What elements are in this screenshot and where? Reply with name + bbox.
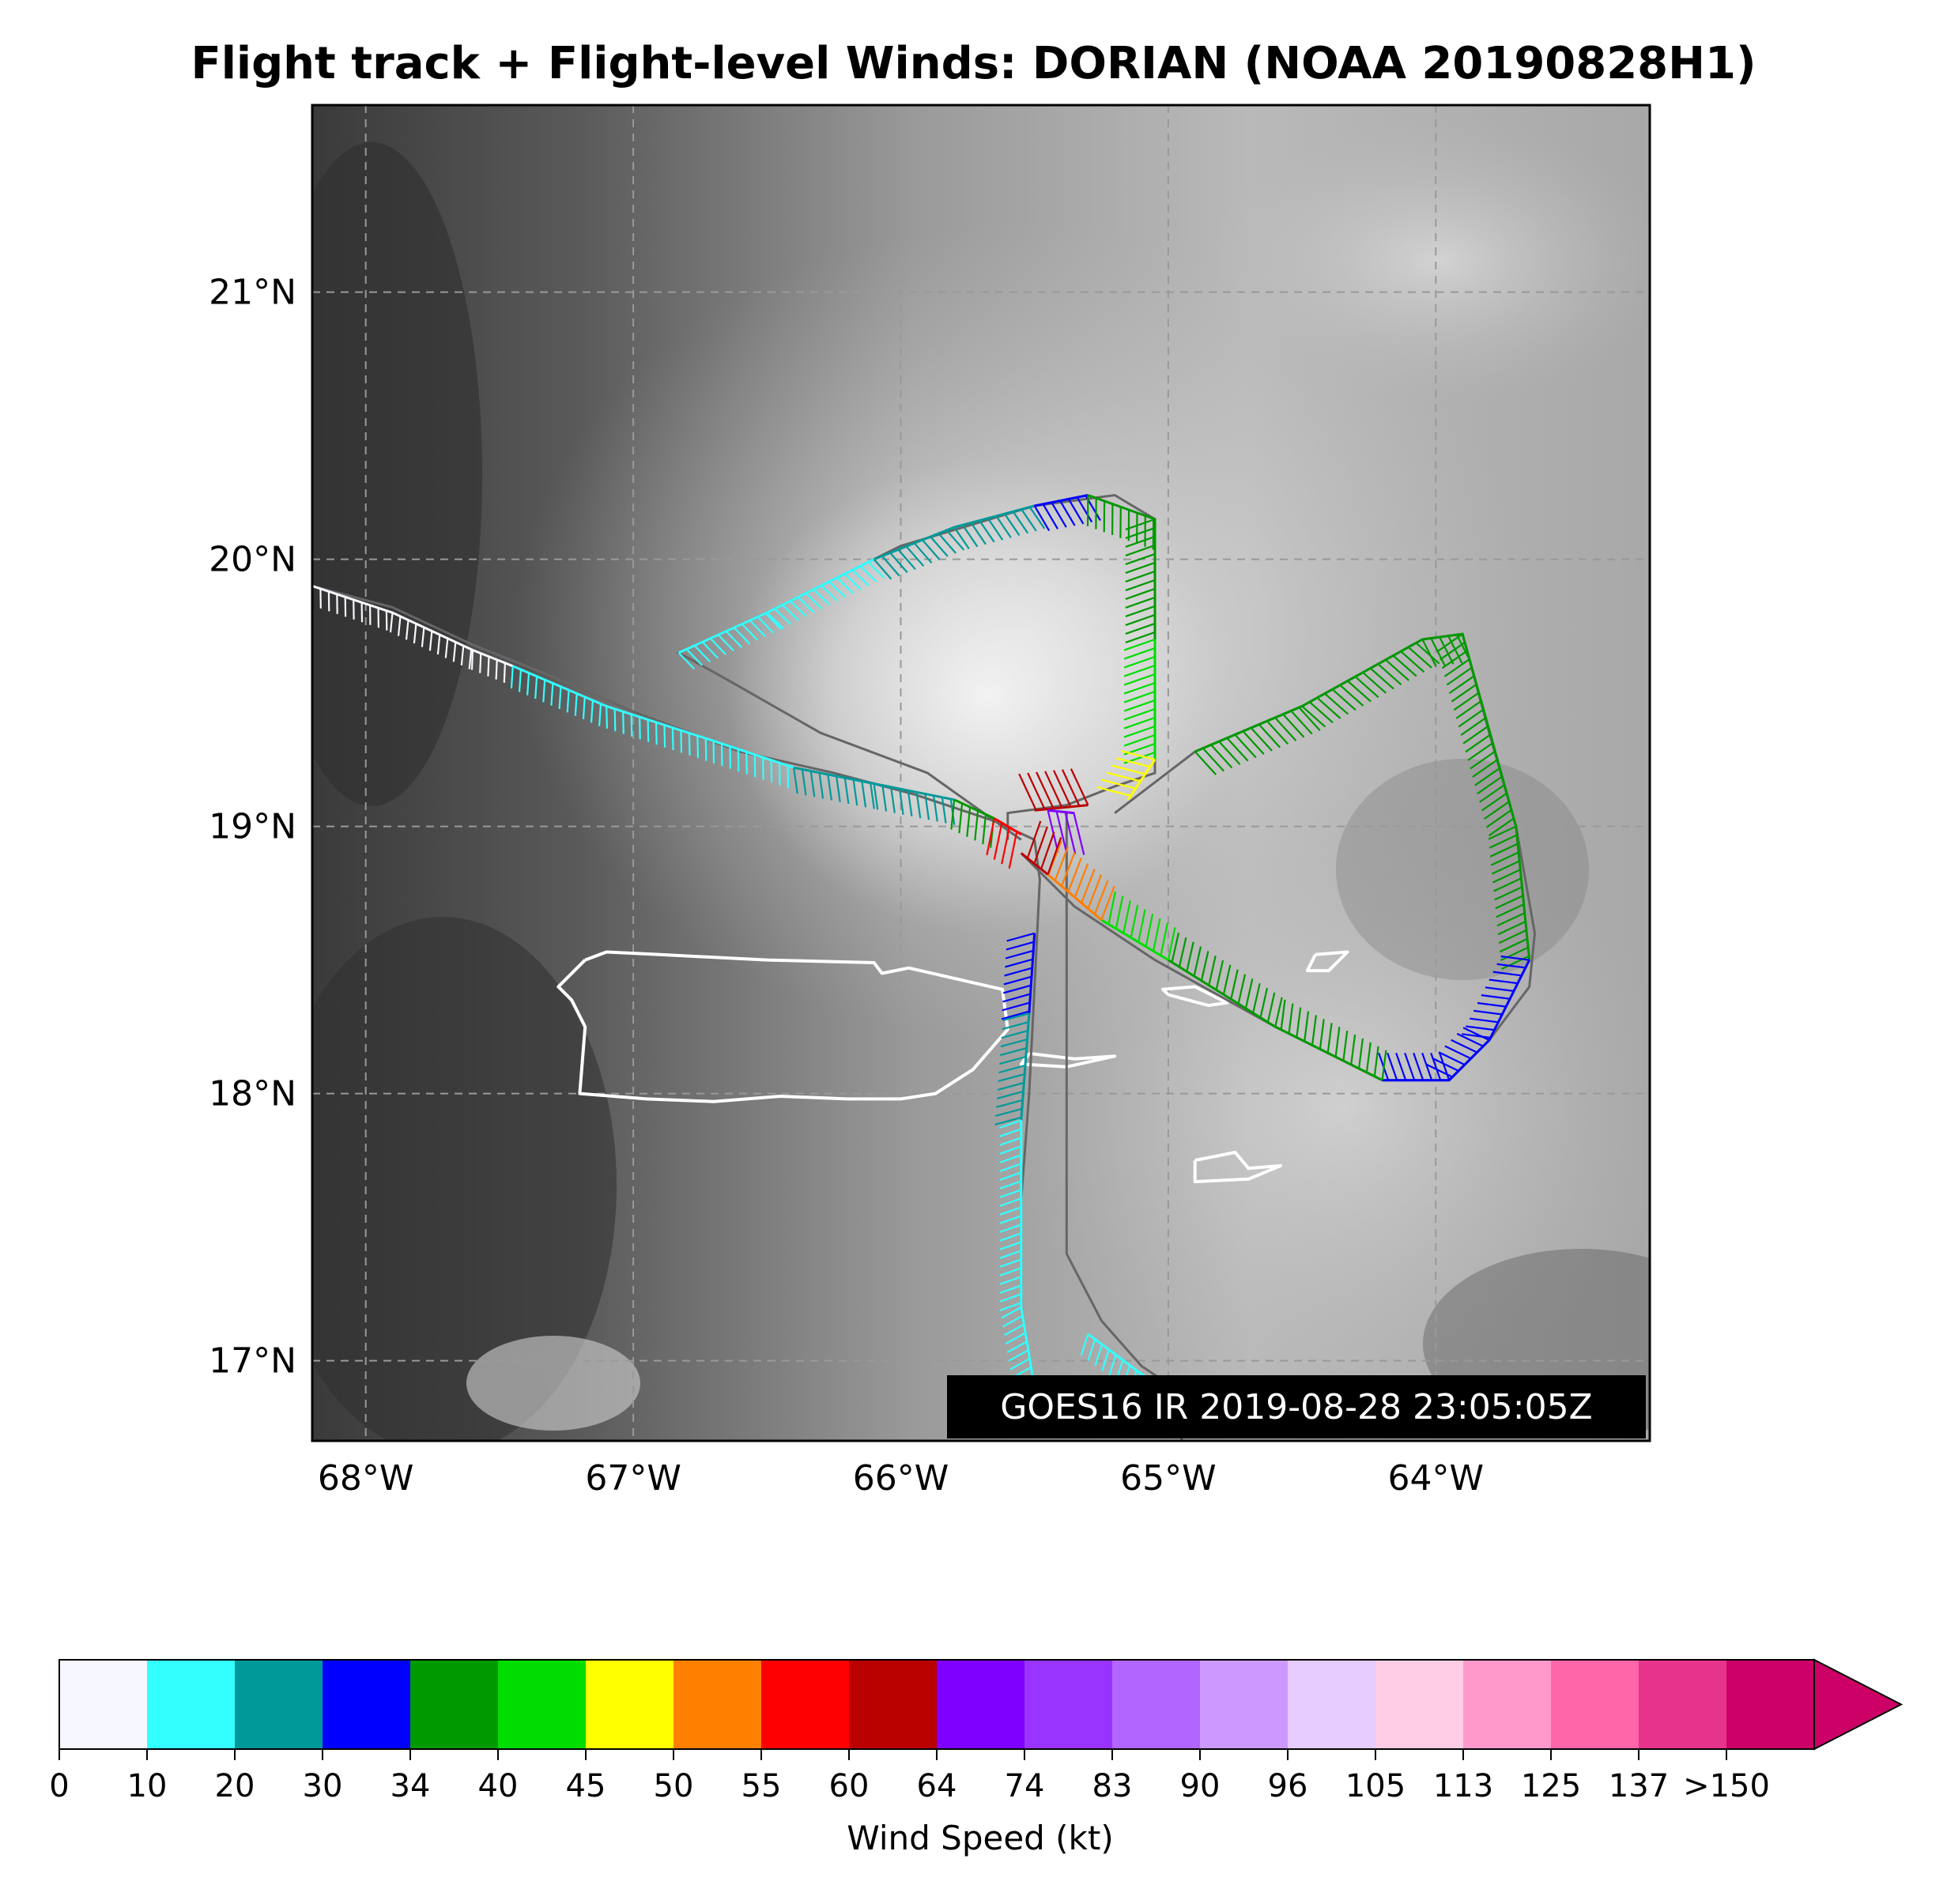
lat-tick-label: 17°N <box>209 1341 296 1382</box>
colorbar-bin <box>1112 1660 1201 1749</box>
lon-tick-label: 65°W <box>1120 1458 1217 1499</box>
timestamp-label: GOES16 IR 2019-08-28 23:05:05Z <box>1000 1387 1592 1427</box>
wind-barb <box>606 707 607 729</box>
colorbar-bin <box>937 1660 1025 1749</box>
colorbar-bin <box>1726 1660 1815 1749</box>
colorbar-tick-label: 137 <box>1609 1768 1669 1804</box>
colorbar-tick-label: 96 <box>1268 1768 1308 1804</box>
latitude-ticks: 21°N 20°N 19°N 18°N 17°N <box>209 273 296 1382</box>
wind-barb <box>504 663 505 683</box>
colorbar-bin <box>849 1660 938 1749</box>
wind-barb <box>763 757 764 779</box>
colorbar-bin <box>761 1660 850 1749</box>
colorbar-tick-label: 83 <box>1092 1768 1133 1804</box>
colorbar-bin <box>1639 1660 1727 1749</box>
wind-barb <box>697 736 698 758</box>
lon-tick-label: 68°W <box>318 1458 414 1499</box>
wind-barb <box>706 738 707 760</box>
colorbar-bin <box>59 1660 148 1749</box>
colorbar-tick-label: 50 <box>654 1768 694 1804</box>
lat-tick-label: 20°N <box>209 540 296 580</box>
colorbar-bin <box>586 1660 674 1749</box>
colorbar-tick-label: 60 <box>829 1768 870 1804</box>
colorbar-tick-label: 20 <box>215 1768 255 1804</box>
longitude-ticks: 68°W 67°W 66°W 65°W 64°W <box>318 1458 1484 1499</box>
colorbar-label: Wind Speed (kt) <box>847 1819 1113 1857</box>
lat-tick-label: 19°N <box>209 807 296 847</box>
lon-tick-label: 67°W <box>585 1458 681 1499</box>
wind-barb <box>689 733 690 756</box>
colorbar-bin <box>1375 1660 1464 1749</box>
wind-barb <box>615 709 616 731</box>
colorbar-tick-label: >150 <box>1683 1768 1770 1804</box>
satellite-imagery <box>261 105 1739 1454</box>
colorbar-tick-label: 113 <box>1433 1768 1493 1804</box>
wind-barb <box>480 654 481 673</box>
colorbar-bin <box>410 1660 499 1749</box>
colorbar-bin <box>498 1660 587 1749</box>
colorbar-bin <box>235 1660 323 1749</box>
colorbar-bin <box>1024 1660 1113 1749</box>
lat-tick-label: 18°N <box>209 1074 296 1114</box>
colorbar-tick-label: 30 <box>303 1768 343 1804</box>
colorbar-tick-label: 55 <box>741 1768 782 1804</box>
colorbar-bin <box>1463 1660 1552 1749</box>
wind-barb <box>722 744 723 766</box>
colorbar-tick-label: 125 <box>1521 1768 1581 1804</box>
colorbar-bin <box>147 1660 236 1749</box>
lat-tick-label: 21°N <box>209 273 296 313</box>
colorbar-bin <box>323 1660 411 1749</box>
wind-barb <box>648 720 649 742</box>
colorbar-tick-label: 105 <box>1345 1768 1406 1804</box>
wind-barb <box>496 660 497 680</box>
colorbar-tick-label: 90 <box>1180 1768 1221 1804</box>
colorbar-tick-label: 40 <box>478 1768 519 1804</box>
lon-tick-label: 64°W <box>1388 1458 1485 1499</box>
colorbar-tick-label: 34 <box>391 1768 431 1804</box>
wind-barb <box>623 711 624 733</box>
wind-barb <box>746 752 747 774</box>
colorbar-tick-label: 45 <box>566 1768 606 1804</box>
wind-barb <box>656 722 657 745</box>
wind-barb <box>665 725 666 747</box>
lon-tick-label: 66°W <box>853 1458 949 1499</box>
wind-barb <box>788 766 789 788</box>
colorbar-tick-label: 0 <box>49 1768 69 1804</box>
colorbar-bin <box>1200 1660 1289 1749</box>
colorbar: 0 10 20 30 34 40 45 50 55 60 64 74 83 90 96 105 113 125 13… <box>49 1660 1901 1804</box>
wind-barb <box>488 657 489 677</box>
colorbar-bin <box>1551 1660 1639 1749</box>
colorbar-tick-label: 74 <box>1005 1768 1045 1804</box>
colorbar-tick-label: 64 <box>917 1768 957 1804</box>
colorbar-bin <box>674 1660 762 1749</box>
colorbar-bin <box>1288 1660 1376 1749</box>
colorbar-extend-arrow <box>1814 1660 1901 1749</box>
wind-barb <box>472 650 473 670</box>
colorbar-tick-label: 10 <box>127 1768 168 1804</box>
wind-barb <box>673 728 674 750</box>
